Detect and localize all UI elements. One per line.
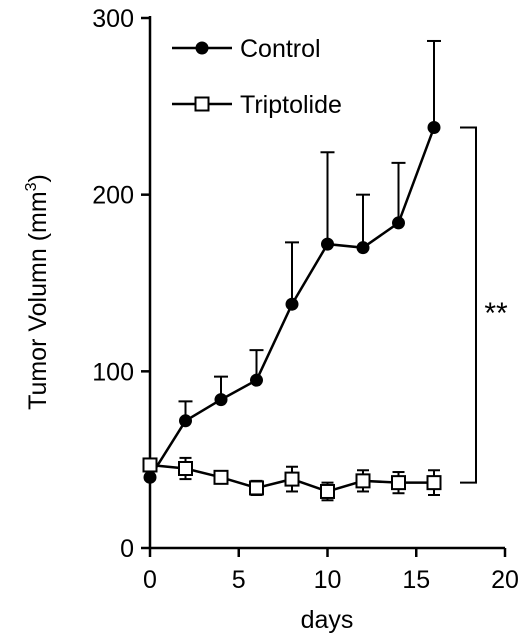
data-point — [392, 216, 405, 230]
x-tick-label: 10 — [314, 566, 342, 594]
data-point — [214, 393, 228, 407]
x-axis-label: days — [301, 606, 354, 634]
data-point — [249, 480, 264, 496]
y-tick-label: 0 — [120, 535, 134, 563]
x-tick-label: 15 — [402, 566, 430, 594]
data-point — [356, 241, 370, 255]
data-point — [284, 471, 300, 487]
y-axis-label: Tumor Volumn (mm3) — [23, 174, 52, 410]
series-triptolide — [142, 456, 442, 502]
x-tick-label: 5 — [232, 566, 246, 594]
data-point — [142, 457, 158, 473]
data-point — [391, 475, 406, 491]
legend-marker — [194, 96, 210, 112]
significance-stars: ** — [484, 297, 508, 330]
y-tick-label: 300 — [92, 5, 134, 33]
data-point — [355, 473, 371, 489]
y-tick-label: 200 — [92, 182, 134, 210]
legend: Control Triptolide — [172, 35, 342, 119]
data-point — [427, 121, 441, 135]
data-point — [178, 461, 193, 476]
x-tick-label: 0 — [143, 566, 157, 594]
legend-item-control: Control — [172, 35, 321, 63]
data-point — [213, 469, 229, 485]
axes: 0 100 200 300 0 5 10 15 20 — [92, 5, 519, 594]
legend-label: Triptolide — [240, 91, 342, 119]
legend-label: Control — [240, 35, 321, 63]
data-point — [285, 297, 299, 311]
series-control — [143, 39, 441, 484]
bracket — [460, 126, 477, 484]
data-point — [250, 373, 263, 387]
data-point — [320, 483, 335, 499]
significance-annotation: ** — [460, 126, 508, 484]
data-point — [143, 470, 157, 484]
y-tick-label: 100 — [92, 358, 134, 386]
legend-marker — [195, 41, 209, 55]
data-point — [179, 414, 192, 428]
data-point — [426, 475, 442, 491]
data-point — [321, 237, 334, 251]
series-layer — [142, 39, 442, 502]
legend-item-triptolide: Triptolide — [172, 91, 342, 119]
x-tick-label: 20 — [491, 566, 519, 594]
